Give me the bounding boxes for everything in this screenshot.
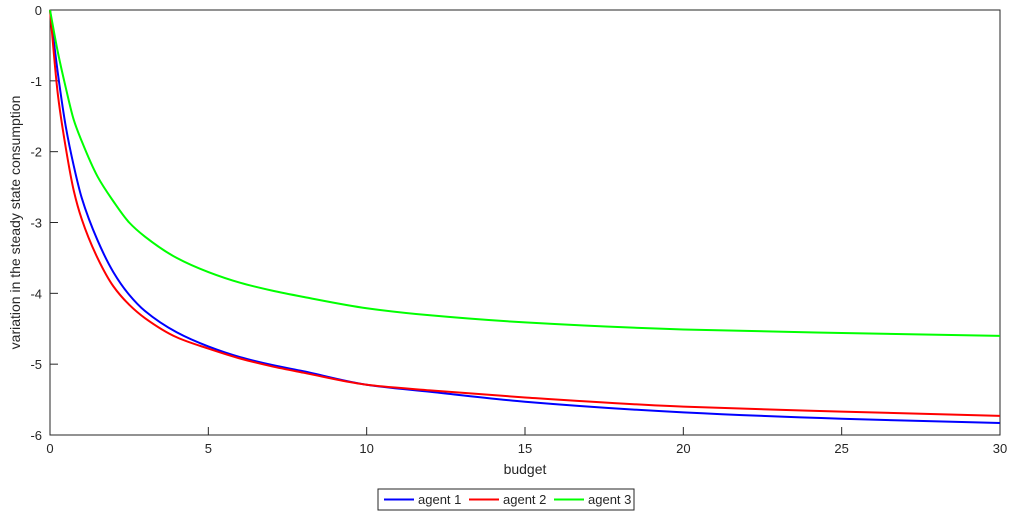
- y-tick-label: -6: [30, 428, 42, 443]
- x-tick-label: 30: [993, 441, 1007, 456]
- y-axis-title: variation in the steady state consumptio…: [7, 96, 23, 350]
- x-axis-title: budget: [504, 461, 547, 477]
- legend: agent 1 agent 2 agent 3: [377, 488, 635, 511]
- series-lines: [49, 9, 1001, 424]
- y-tick-label: -2: [30, 145, 42, 160]
- plot-area: [49, 9, 1001, 436]
- x-tick-label: 0: [46, 441, 53, 456]
- x-axis: 0 5 10 15 20 25 30: [46, 427, 1007, 456]
- y-tick-label: 0: [35, 3, 42, 18]
- series-line-agent-1: [49, 9, 1001, 424]
- series-line-agent-2: [49, 9, 1001, 417]
- y-tick-label: -4: [30, 286, 42, 301]
- legend-label-agent-1: agent 1: [418, 492, 461, 507]
- x-tick-label: 20: [676, 441, 690, 456]
- y-tick-label: -1: [30, 74, 42, 89]
- legend-label-agent-3: agent 3: [588, 492, 631, 507]
- y-axis: 0 -1 -2 -3 -4 -5 -6: [30, 3, 58, 443]
- series-line-agent-3: [49, 9, 1001, 337]
- legend-box: [377, 488, 635, 511]
- x-tick-label: 25: [834, 441, 848, 456]
- x-tick-label: 10: [359, 441, 373, 456]
- y-tick-label: -3: [30, 216, 42, 231]
- legend-label-agent-2: agent 2: [503, 492, 546, 507]
- x-tick-label: 5: [205, 441, 212, 456]
- y-tick-label: -5: [30, 357, 42, 372]
- x-tick-label: 15: [518, 441, 532, 456]
